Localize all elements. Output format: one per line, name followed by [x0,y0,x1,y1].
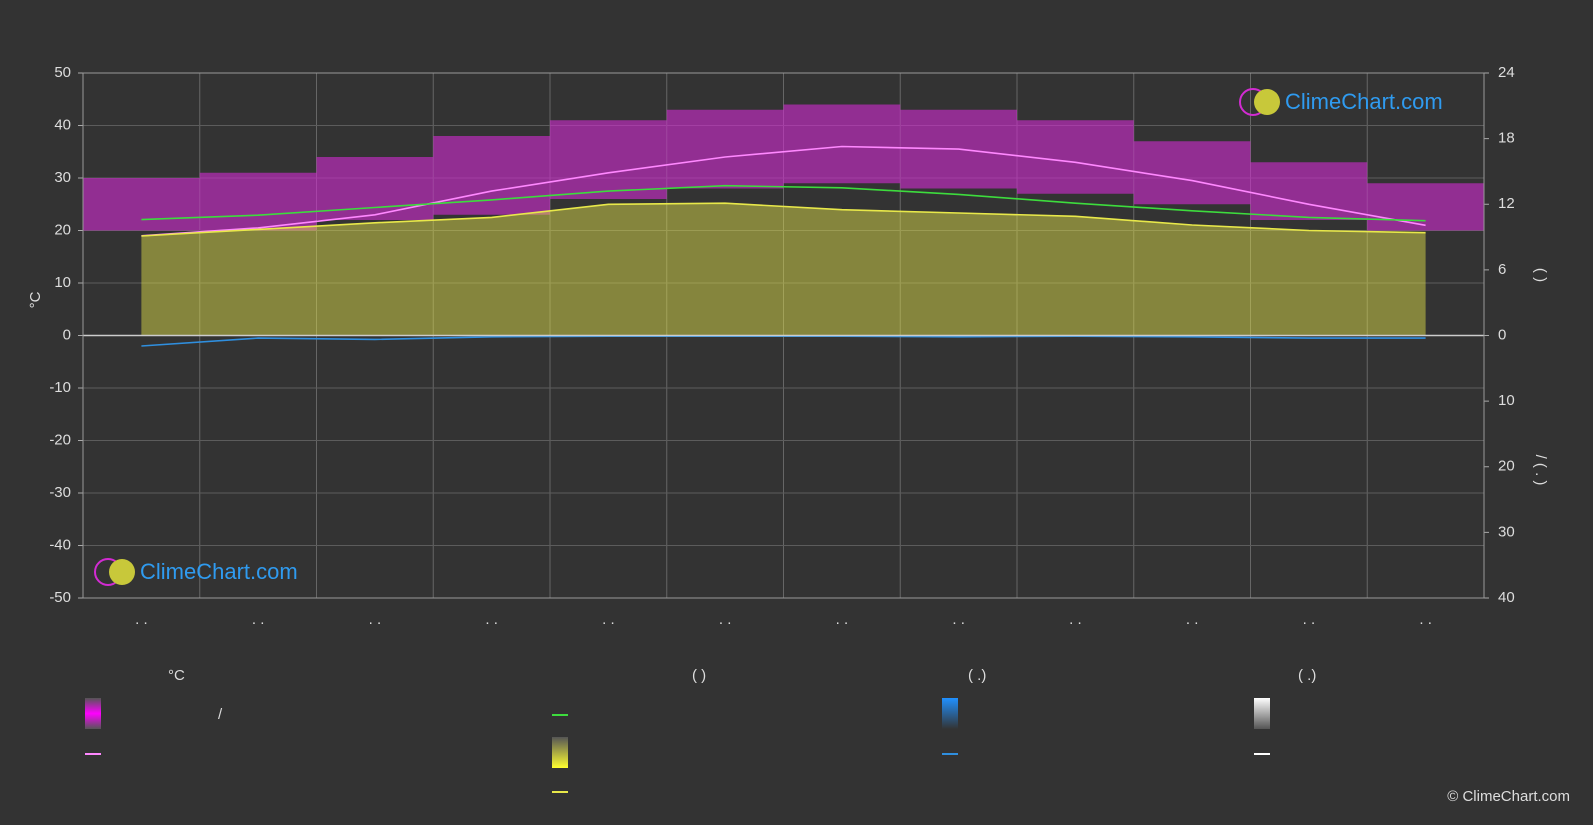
y3-tick-label: 40 [1498,589,1515,606]
temperature-range [1250,162,1368,220]
x-tick-label: . . [1303,611,1316,628]
x-tick-label: . . [719,611,732,628]
x-tick-label: . . [1069,611,1082,628]
y-tick-label: 10 [54,274,71,291]
y-tick-label: -30 [49,484,71,501]
legend-swatch [85,698,101,729]
legend-header: ( .) [1298,667,1316,684]
y-tick-label: 50 [54,64,71,81]
y3-tick-label: 30 [1498,523,1515,540]
y3-axis-label: / ( . ) [1532,455,1549,486]
copyright: © ClimeChart.com [1447,788,1570,805]
legend: °C ( ) ( .) ( .) / [85,667,1316,793]
y-tick-label: -20 [49,431,71,448]
watermark: ClimeChart.com [1285,89,1443,114]
y2-tick-label: 12 [1498,195,1515,212]
y-tick-label: -50 [49,589,71,606]
legend-header: ( .) [968,667,986,684]
temperature-range [433,136,550,215]
temperature-range [783,104,901,184]
x-tick-label: . . [602,611,615,628]
legend-swatch [942,698,958,729]
y3-tick-label: 20 [1498,458,1515,475]
x-tick-label: . . [369,611,382,628]
watermark: ClimeChart.com [140,559,298,584]
area [141,203,1426,336]
y2-tick-label: 6 [1498,261,1506,278]
x-tick-label: . . [252,611,265,628]
line [141,202,1426,237]
y2-tick-label: 0 [1498,326,1506,343]
legend-swatch [1254,698,1270,729]
legend-text: / [218,706,223,723]
line [141,145,1426,237]
temperature-range [666,109,784,189]
legend-header: ( ) [692,667,706,684]
plot-frame [82,72,1485,599]
y-tick-label: 40 [54,116,71,133]
temperature-range [1017,120,1134,194]
y3-tick-label: 10 [1498,392,1515,409]
logo-sun [109,559,135,585]
legend-header: °C [168,667,185,684]
y-tick-label: 0 [63,326,71,343]
x-tick-label: . . [1186,611,1199,628]
logo-sun [1254,89,1280,115]
y-tick-label: -40 [49,536,71,553]
x-tick-label: . . [135,611,148,628]
temperature-range [1133,141,1251,205]
x-tick-label: . . [952,611,965,628]
y-axis-label: °C [27,291,44,308]
y2-axis-label: ( ) [1532,268,1549,282]
y-tick-label: 20 [54,221,71,238]
x-tick-label: . . [1419,611,1432,628]
line [141,184,1426,222]
x-tick-label: . . [836,611,849,628]
y2-tick-label: 24 [1498,64,1515,81]
y-tick-label: -10 [49,379,71,396]
temperature-range [199,172,317,231]
temperature-range [83,178,200,231]
temperature-range [1367,183,1484,231]
legend-swatch [552,737,568,768]
temperature-range [550,120,667,199]
y-tick-label: 30 [54,169,71,186]
y2-tick-label: 18 [1498,130,1515,147]
x-tick-label: . . [485,611,498,628]
